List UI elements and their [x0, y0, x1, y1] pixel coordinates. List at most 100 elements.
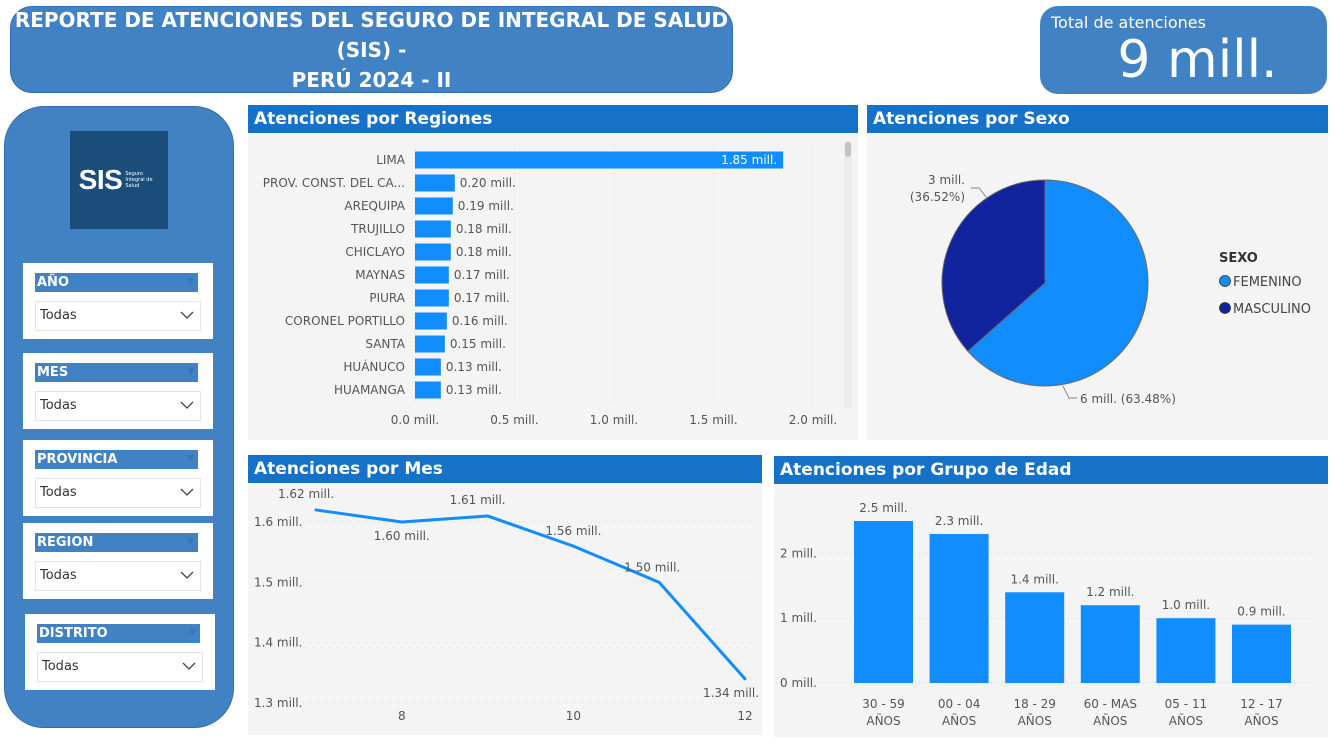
regiones-category-label: LIMA [376, 153, 406, 167]
mes-data-label: 1.34 mill. [703, 686, 759, 700]
kpi-total-label: Total de atenciones [1051, 13, 1206, 32]
pie-label-femenino: 6 mill. (63.48%) [1080, 392, 1176, 406]
panel-sexo-title: Atenciones por Sexo [867, 105, 1328, 133]
logo-subtitle: Seguro Integral de Salud [125, 171, 153, 189]
filter-anio-value: Todas [40, 308, 77, 323]
filter-provincia-dropdown[interactable]: Todas [35, 478, 201, 508]
regiones-category-label: TRUJILLO [350, 222, 405, 236]
filter-distrito-header[interactable]: DISTRITO ▼ [37, 624, 200, 643]
regiones-category-label: PROV. CONST. DEL CA... [263, 176, 405, 190]
panel-regiones-title: Atenciones por Regiones [248, 105, 858, 133]
filter-mes: MES ▼ Todas [23, 353, 213, 429]
edad-category-label-unit: AÑOS [942, 713, 976, 728]
regiones-data-label: 0.13 mill. [446, 383, 502, 397]
edad-data-label: 2.5 mill. [859, 501, 907, 515]
edad-data-label: 1.0 mill. [1162, 598, 1210, 612]
regiones-x-tick: 1.0 mill. [590, 413, 638, 427]
edad-bar [1005, 592, 1065, 683]
chevron-down-icon [182, 662, 196, 670]
edad-category-label-unit: AÑOS [1093, 713, 1127, 728]
sis-logo: SIS Seguro Integral de Salud [70, 131, 168, 229]
edad-category-label-unit: AÑOS [1244, 713, 1278, 728]
edad-bar [1156, 618, 1216, 683]
edad-bar [929, 533, 989, 683]
regiones-x-tick: 0.5 mill. [490, 413, 538, 427]
filter-region-dropdown[interactable]: Todas [35, 561, 201, 591]
edad-data-label: 1.2 mill. [1086, 585, 1134, 599]
filter-region: REGION ▼ Todas [23, 523, 213, 599]
regiones-data-label: 0.20 mill. [460, 176, 516, 190]
panel-sexo: Atenciones por Sexo 6 mill. (63.48%) 3 mi… [867, 105, 1328, 440]
regiones-bar [415, 289, 449, 307]
pie-leader-line [971, 187, 988, 199]
regiones-bar [415, 151, 784, 169]
chart-edad: 0 mill. 1 mill. 2 mill. 2.5 mill. 30 - 59 AÑO… [780, 501, 1319, 728]
edad-y-tick: 0 mill. [780, 676, 817, 690]
regiones-data-label: 0.13 mill. [446, 360, 502, 374]
logo-word: SIS [78, 164, 123, 195]
mes-x-tick: 12 [737, 709, 752, 723]
report-title-line2: PERÚ 2024 - II [291, 67, 452, 92]
mes-data-label: 1.50 mill. [624, 560, 680, 574]
filter-region-value: Todas [40, 568, 77, 583]
edad-category-label: 05 - 11 [1165, 697, 1208, 711]
filter-region-header[interactable]: REGION ▼ [35, 533, 198, 552]
chevron-down-icon [180, 311, 194, 319]
mes-data-label: 1.56 mill. [545, 524, 601, 538]
filter-mes-header[interactable]: MES ▼ [35, 363, 198, 382]
filter-region-label: REGION [37, 535, 94, 550]
edad-data-label: 2.3 mill. [935, 514, 983, 528]
edad-data-label: 0.9 mill. [1237, 605, 1285, 619]
panel-mes: Atenciones por Mes 1.3 mill. 1.4 mill. 1.5… [248, 455, 762, 735]
filter-distrito-dropdown[interactable]: Todas [37, 652, 203, 682]
regiones-x-tick: 2.0 mill. [789, 413, 837, 427]
chevron-down-icon [180, 571, 194, 579]
regiones-bar [415, 197, 453, 215]
regiones-scrollbar-track [844, 141, 852, 409]
filter-anio-header[interactable]: AÑO ▼ [35, 273, 198, 292]
regiones-x-tick: 0.0 mill. [391, 413, 439, 427]
legend-item-femenino: FEMENINO [1233, 275, 1302, 290]
mes-point [571, 544, 575, 548]
regiones-category-label: HUAMANGA [334, 383, 406, 397]
regiones-bar [415, 266, 449, 284]
edad-data-label: 1.4 mill. [1010, 572, 1058, 586]
mes-x-tick: 8 [398, 709, 406, 723]
regiones-category-label: MAYNAS [355, 268, 405, 282]
filter-distrito-label: DISTRITO [39, 626, 108, 641]
edad-category-label: 12 - 17 [1240, 697, 1283, 711]
edad-category-label: 30 - 59 [862, 697, 905, 711]
legend-item-masculino: MASCULINO [1233, 302, 1311, 317]
filter-distrito-value: Todas [42, 659, 79, 674]
edad-category-label-unit: AÑOS [1169, 713, 1203, 728]
mes-y-tick: 1.6 mill. [254, 515, 302, 529]
filter-mes-dropdown[interactable]: Todas [35, 391, 201, 421]
regiones-bar [415, 335, 445, 353]
edad-category-label-unit: AÑOS [1018, 713, 1052, 728]
report-title-line1: REPORTE DE ATENCIONES DEL SEGURO DE INTE… [14, 7, 729, 62]
mes-series-line [315, 508, 747, 680]
mes-data-label: 1.61 mill. [450, 493, 506, 507]
legend-marker [1219, 302, 1231, 314]
regiones-bar [415, 243, 451, 261]
mes-point [314, 508, 318, 512]
filter-anio-dropdown[interactable]: Todas [35, 301, 201, 331]
edad-bar [854, 521, 913, 683]
regiones-data-label: 0.16 mill. [452, 314, 508, 328]
regiones-x-tick: 1.5 mill. [689, 413, 737, 427]
mes-point [400, 520, 404, 524]
caret-icon: ▼ [187, 454, 194, 464]
regiones-data-label: 0.17 mill. [454, 291, 510, 305]
mes-point [486, 514, 490, 518]
filter-provincia-header[interactable]: PROVINCIA ▼ [35, 450, 198, 469]
regiones-scrollbar-thumb [845, 142, 851, 157]
regiones-bar [415, 220, 451, 238]
edad-category-label: 00 - 04 [938, 697, 981, 711]
pie-slice-masculino [941, 179, 1046, 352]
edad-y-tick: 2 mill. [780, 546, 817, 560]
report-title: REPORTE DE ATENCIONES DEL SEGURO DE INTE… [10, 6, 733, 93]
regiones-category-label: HUÁNUCO [343, 359, 405, 374]
caret-icon: ▼ [187, 367, 194, 377]
regiones-data-label: 0.18 mill. [456, 245, 512, 259]
filter-mes-value: Todas [40, 398, 77, 413]
